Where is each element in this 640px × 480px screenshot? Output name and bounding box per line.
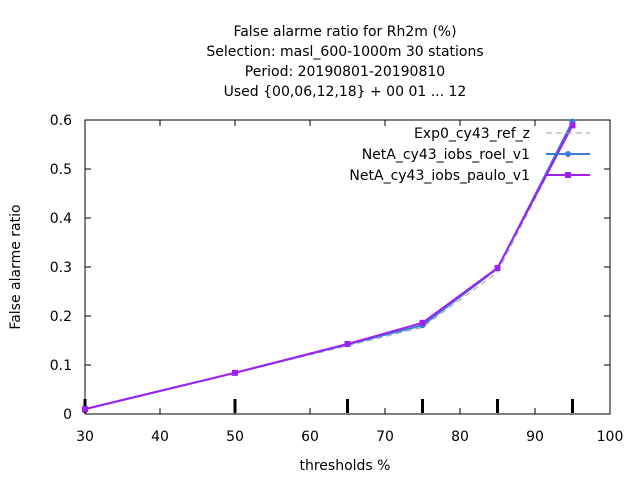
data-point — [344, 340, 351, 347]
legend-marker — [565, 172, 571, 178]
threshold-markers — [83, 399, 574, 413]
x-tick-label: 30 — [76, 429, 94, 445]
x-axis-label: thresholds % — [300, 458, 391, 474]
y-tick-label: 0.4 — [50, 211, 72, 227]
plot-frame — [84, 119, 611, 415]
data-point — [569, 122, 576, 129]
x-tick-label: 80 — [451, 429, 469, 445]
x-tick-label: 50 — [226, 429, 244, 445]
title-line: Selection: masl_600-1000m 30 stations — [206, 44, 483, 60]
y-tick-label: 0.1 — [50, 358, 72, 374]
legend: Exp0_cy43_ref_z NetA_cy43_iobs_roel_v1 Net… — [349, 126, 590, 184]
y-tick-label: 0.2 — [50, 309, 72, 325]
y-tick-label: 0.6 — [50, 113, 72, 129]
y-axis: 0 0.1 0.2 0.3 0.4 0.5 0.6 — [50, 113, 610, 423]
x-tick-label: 60 — [301, 429, 319, 445]
data-point — [232, 369, 238, 376]
x-tick-label: 90 — [526, 429, 544, 445]
legend-label: Exp0_cy43_ref_z — [414, 126, 530, 142]
legend-label: NetA_cy43_iobs_paulo_v1 — [349, 168, 530, 184]
series-group — [82, 118, 576, 413]
x-axis: 30 40 50 60 70 80 90 100 — [76, 120, 623, 445]
data-point — [82, 406, 88, 413]
y-tick-label: 0.3 — [50, 260, 72, 276]
x-tick-label: 70 — [376, 429, 394, 445]
data-point — [494, 264, 501, 271]
title-line: False alarme ratio for Rh2m (%) — [233, 24, 456, 40]
y-tick-label: 0 — [63, 407, 72, 423]
x-tick-label: 100 — [597, 429, 624, 445]
series-line — [84, 124, 574, 411]
x-tick-label: 40 — [151, 429, 169, 445]
y-axis-label: False alarme ratio — [8, 204, 24, 329]
chart-title: False alarme ratio for Rh2m (%) Selection… — [206, 24, 483, 100]
y-tick-label: 0.5 — [50, 162, 72, 178]
legend-marker — [565, 151, 571, 157]
title-line: Period: 20190801-20190810 — [245, 64, 445, 80]
data-point — [419, 319, 426, 326]
legend-label: NetA_cy43_iobs_roel_v1 — [362, 147, 530, 163]
title-line: Used {00,06,12,18} + 00 01 ... 12 — [224, 84, 467, 100]
